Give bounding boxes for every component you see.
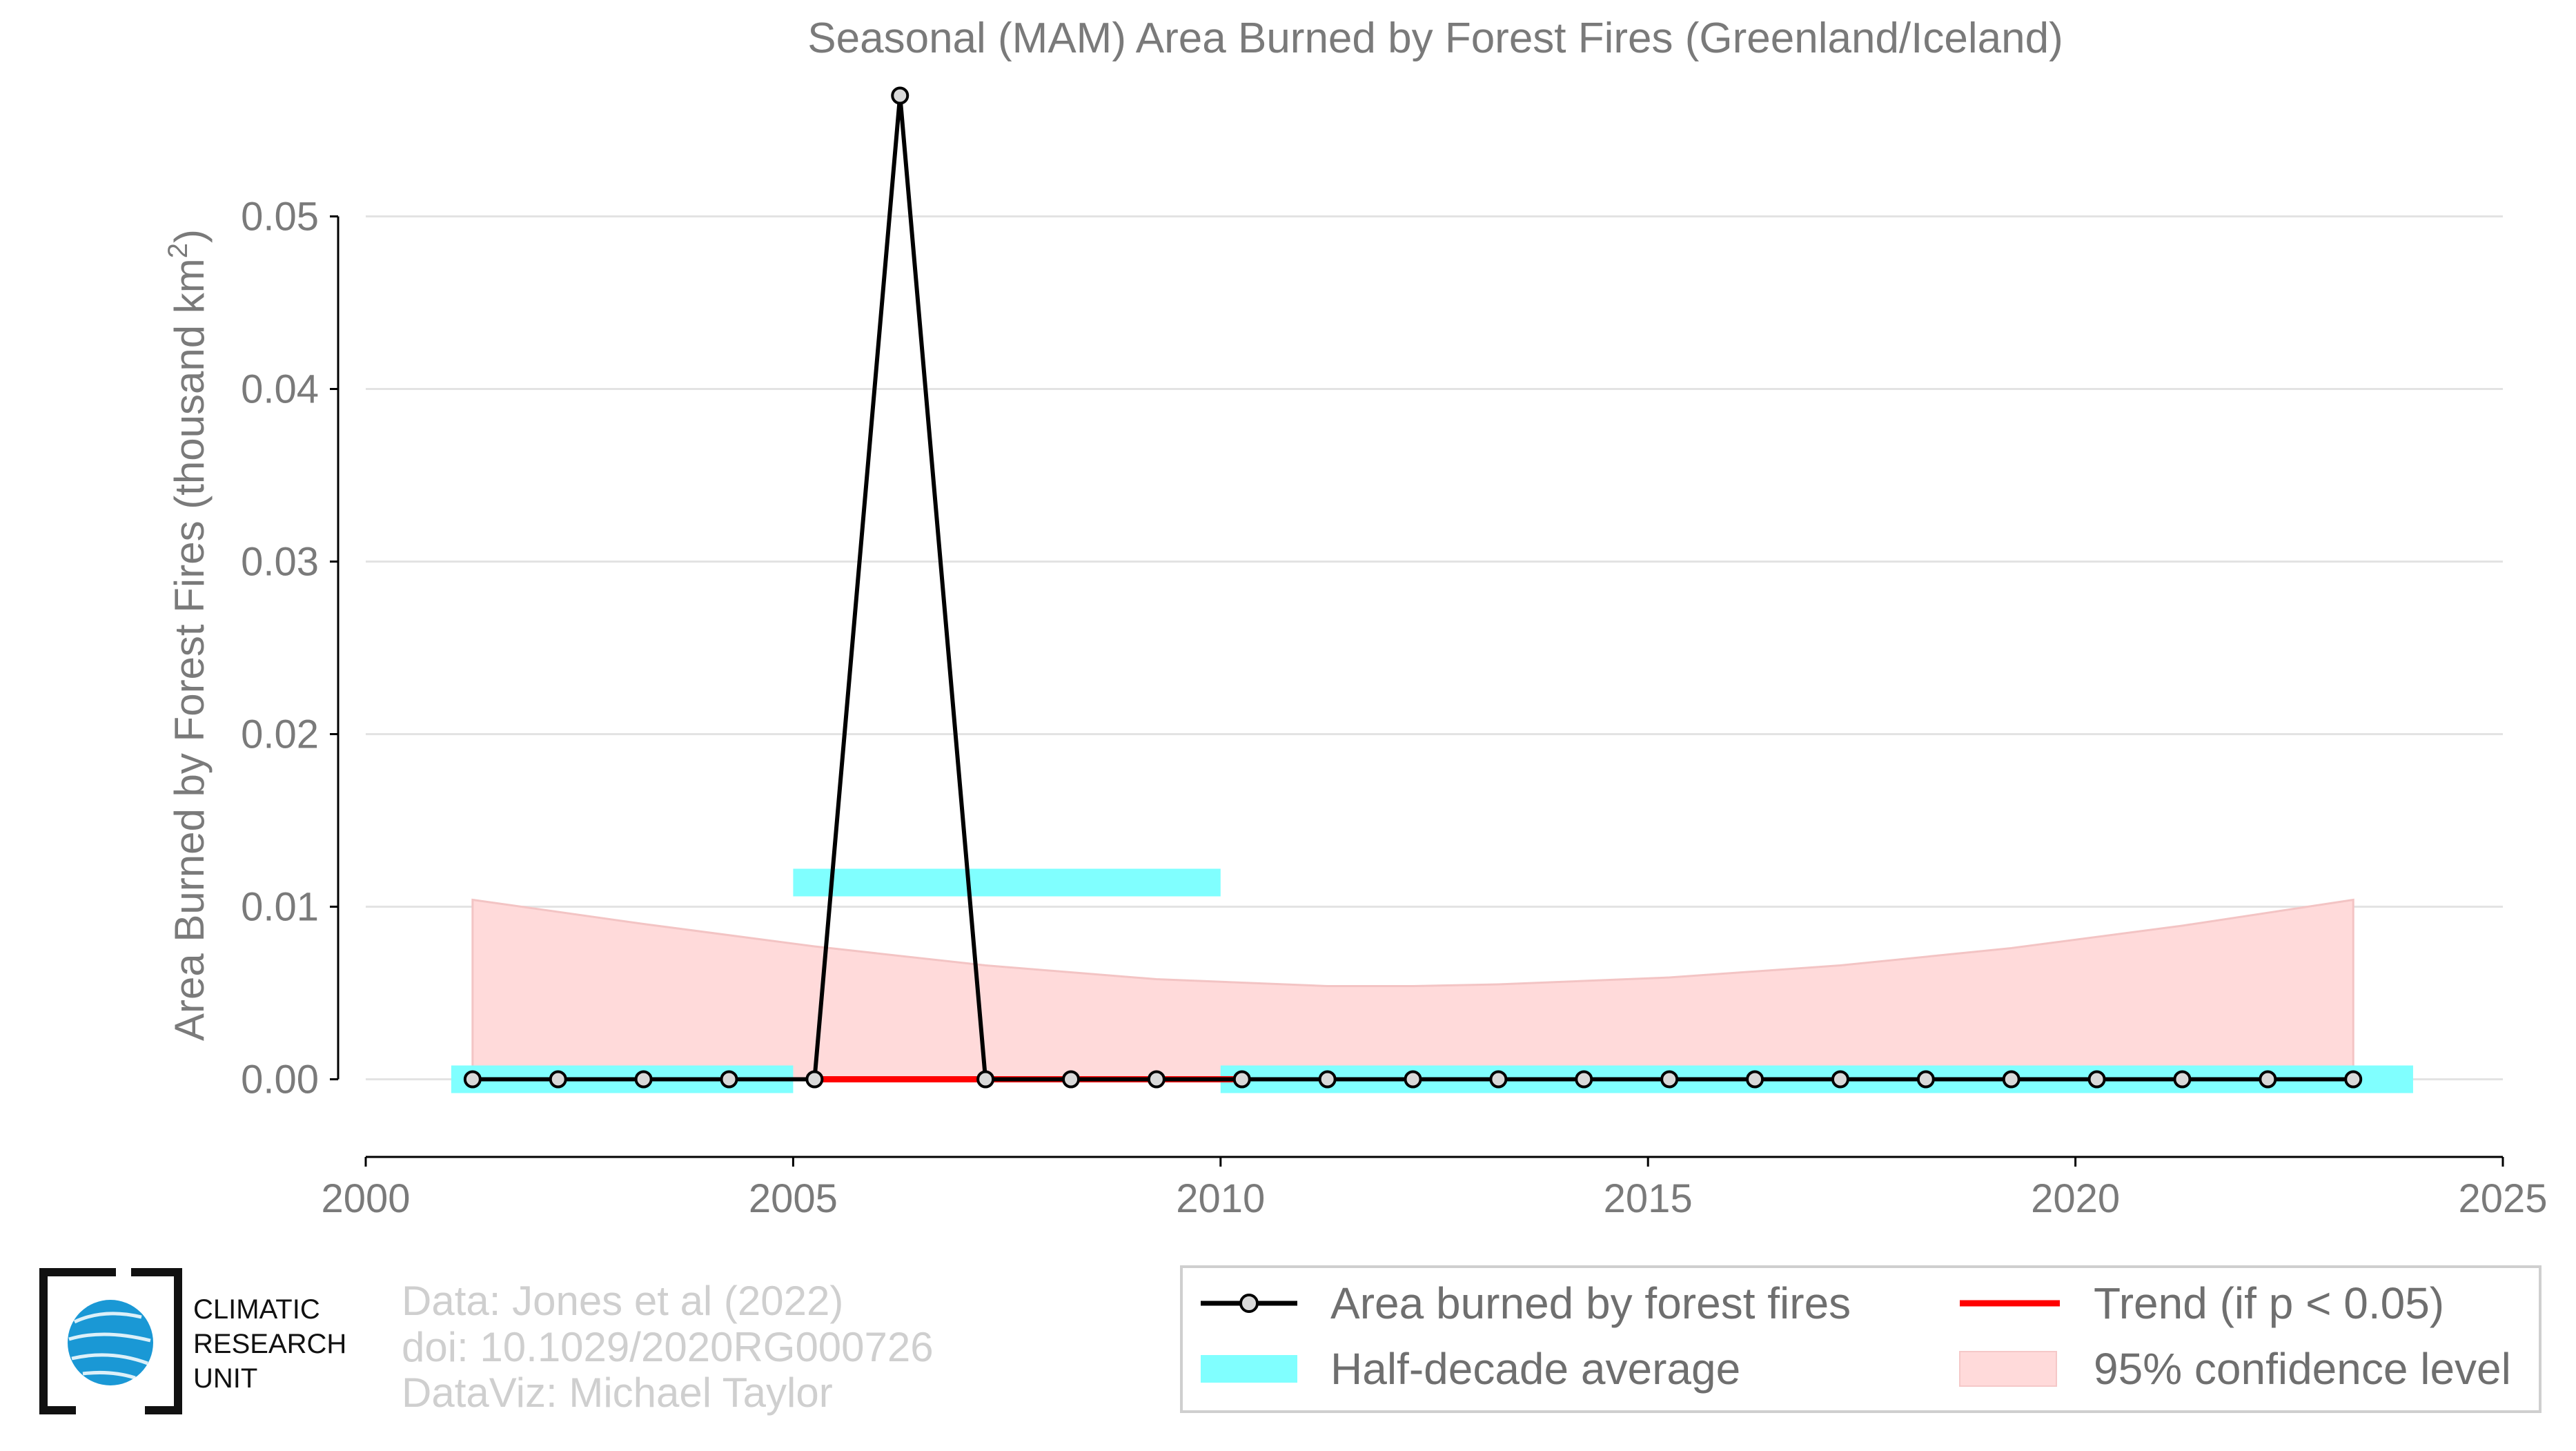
y-tick-label-0: 0.00 (241, 1058, 319, 1102)
data-point-17 (1916, 1070, 1935, 1089)
data-point-3 (720, 1070, 738, 1089)
data-point-9 (1232, 1070, 1251, 1089)
y-tick-label-3: 0.03 (241, 540, 319, 585)
legend-label-confidence: 95% confidence level (2094, 1344, 2511, 1394)
series-line (472, 95, 2354, 1082)
data-point-5 (891, 86, 910, 105)
x-tick-label-0: 2000 (321, 1176, 410, 1221)
data-point-4 (805, 1070, 824, 1089)
data-point-20 (2173, 1070, 2192, 1089)
y-tick-label-2: 0.02 (241, 712, 319, 757)
legend-label-half-decade: Half-decade average (1330, 1344, 1740, 1394)
data-point-22 (2344, 1070, 2363, 1089)
legend-key-confidence (1959, 1351, 2057, 1387)
globe-icon (68, 1300, 153, 1385)
y-axis-label-main: Area Burned by Forest Fires (thousand km (166, 258, 213, 1041)
data-point-14 (1660, 1070, 1679, 1089)
cru-logo-line1: CLIMATIC (193, 1294, 320, 1325)
data-point-21 (2259, 1070, 2277, 1089)
cru-logo: CLIMATIC RESEARCH UNIT (39, 1268, 346, 1414)
y-tick-label-5: 0.05 (241, 195, 319, 240)
data-point-6 (976, 1070, 995, 1089)
chart-title: Seasonal (MAM) Area Burned by Forest Fir… (807, 14, 2063, 62)
x-tick-label-3: 2015 (1604, 1176, 1693, 1221)
data-point-13 (1575, 1070, 1593, 1089)
data-point-0 (463, 1070, 482, 1089)
cru-logo-line2: RESEARCH (193, 1329, 346, 1359)
x-tick-label-2: 2010 (1176, 1176, 1265, 1221)
data-point-10 (1318, 1070, 1337, 1089)
data-point-7 (1062, 1070, 1081, 1089)
legend-label-series: Area burned by forest fires (1330, 1278, 1851, 1328)
credit-dataviz: DataViz: Michael Taylor (402, 1370, 833, 1416)
data-point-8 (1147, 1070, 1166, 1089)
legend-box (1180, 1265, 2541, 1413)
confidence-band (471, 898, 2354, 1080)
data-point-16 (1831, 1070, 1849, 1089)
x-tick-label-1: 2005 (749, 1176, 838, 1221)
axes: 0.00 0.01 0.02 0.03 0.04 0.05 2000 2005 2010 2015… (241, 195, 2547, 1222)
y-axis-label-superscript: 2 (163, 243, 193, 258)
data-point-15 (1746, 1070, 1764, 1089)
data-point-18 (2002, 1070, 2021, 1089)
legend-key-series-marker (1239, 1294, 1259, 1313)
y-tick-label-4: 0.04 (241, 367, 319, 412)
credit-data-source: Data: Jones et al (2022) (402, 1278, 843, 1324)
legend: Area burned by forest fires Trend (if p … (1180, 1265, 2541, 1413)
data-point-12 (1489, 1070, 1508, 1089)
cru-logo-bracket-right (131, 1268, 182, 1414)
legend-key-half-decade (1201, 1355, 1297, 1383)
series-area-burned (463, 86, 2363, 1089)
cru-logo-line3: UNIT (193, 1363, 257, 1394)
y-axis-label-end: ) (166, 229, 213, 243)
y-tick-label-1: 0.01 (241, 885, 319, 930)
data-point-19 (2087, 1070, 2106, 1089)
x-tick-label-5: 2025 (2458, 1176, 2547, 1221)
globe-lines-icon (68, 1312, 151, 1380)
x-tick-label-4: 2020 (2031, 1176, 2120, 1221)
credit-doi: doi: 10.1029/2020RG000726 (402, 1324, 934, 1370)
legend-label-trend: Trend (if p < 0.05) (2094, 1278, 2444, 1328)
half-decade-bar-1 (793, 868, 1221, 897)
data-point-11 (1404, 1070, 1422, 1089)
confidence-band-area (471, 898, 2354, 1080)
data-point-2 (634, 1070, 653, 1089)
y-axis-label: Area Burned by Forest Fires (thousand km… (163, 229, 213, 1041)
cru-logo-bracket-left (39, 1268, 116, 1414)
data-point-1 (549, 1070, 567, 1089)
